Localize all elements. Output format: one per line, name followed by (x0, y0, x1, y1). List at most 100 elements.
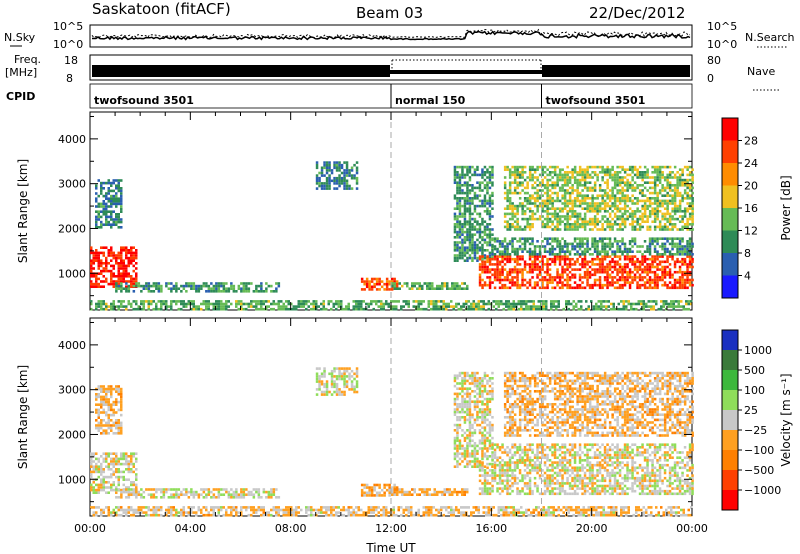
range-time-cell (142, 307, 145, 311)
range-time-cell (538, 245, 542, 248)
range-time-cell (513, 281, 517, 284)
range-time-cell (417, 307, 420, 311)
range-time-cell (606, 220, 609, 223)
range-time-cell (528, 253, 532, 256)
range-time-cell (491, 245, 494, 248)
range-time-cell (120, 400, 123, 404)
range-time-cell (456, 246, 459, 249)
range-time-cell (473, 225, 477, 229)
range-time-cell (105, 429, 108, 432)
range-time-cell (638, 173, 642, 177)
range-time-cell (491, 165, 494, 169)
range-time-cell (471, 217, 474, 221)
range-time-cell (676, 247, 679, 251)
range-time-cell (648, 265, 652, 269)
range-time-cell (551, 171, 554, 174)
range-time-cell (350, 375, 354, 378)
range-time-cell (488, 268, 492, 271)
range-time-cell (536, 257, 539, 261)
range-time-cell (318, 176, 321, 180)
range-time-cell (533, 263, 537, 266)
range-time-cell (117, 390, 120, 393)
range-time-cell (553, 173, 557, 177)
range-time-cell (541, 255, 544, 258)
range-time-cell (586, 204, 589, 208)
range-time-cell (345, 179, 349, 183)
range-time-cell (523, 268, 527, 271)
range-time-cell (532, 307, 535, 311)
range-time-cell (481, 243, 484, 247)
range-time-cell (115, 426, 118, 430)
range-time-cell (520, 305, 523, 308)
range-time-cell (461, 225, 464, 229)
range-time-cell (105, 213, 108, 216)
range-time-cell (120, 300, 123, 303)
range-time-cell (370, 277, 374, 281)
range-time-cell (633, 189, 637, 192)
range-time-cell (545, 300, 548, 303)
range-time-cell (518, 270, 522, 274)
range-time-cell (568, 242, 572, 246)
range-time-cell (250, 302, 253, 306)
range-time-cell (195, 305, 198, 308)
range-time-cell (110, 424, 113, 427)
range-time-cell (190, 300, 193, 303)
range-time-cell (318, 367, 321, 370)
range-time-cell (110, 419, 113, 422)
range-time-cell (267, 496, 271, 499)
range-time-cell (502, 302, 505, 306)
range-time-cell (676, 253, 679, 256)
range-time-cell (97, 264, 100, 268)
range-time-cell (573, 165, 577, 169)
range-time-cell (120, 455, 123, 458)
range-time-cell (456, 223, 459, 226)
range-time-cell (120, 267, 123, 270)
range-time-cell (593, 257, 597, 261)
range-time-cell (431, 493, 434, 496)
range-time-cell (571, 276, 574, 279)
range-time-cell (643, 220, 647, 223)
range-time-cell (330, 393, 334, 396)
range-time-cell (112, 424, 115, 427)
range-time-cell (571, 228, 574, 231)
range-time-cell (458, 173, 462, 177)
range-time-cell (491, 199, 494, 203)
range-time-cell (541, 278, 544, 282)
range-time-cell (458, 230, 462, 234)
range-time-cell (97, 395, 100, 399)
range-time-cell (373, 285, 376, 289)
range-time-cell (115, 432, 118, 435)
range-time-cell (117, 468, 120, 471)
range-time-cell (255, 488, 258, 491)
range-time-cell (638, 263, 642, 266)
range-time-cell (338, 163, 341, 167)
range-time-cell (453, 246, 457, 249)
range-time-cell (563, 199, 567, 203)
range-time-cell (553, 228, 557, 231)
range-time-cell (466, 490, 469, 494)
range-time-cell (370, 280, 374, 283)
range-time-cell (573, 253, 577, 256)
range-time-cell (686, 228, 689, 231)
range-time-cell (536, 197, 539, 200)
range-time-cell (557, 305, 560, 308)
range-time-cell (125, 496, 128, 499)
range-time-cell (686, 265, 689, 269)
range-time-cell (678, 228, 682, 231)
range-time-cell (653, 276, 657, 279)
range-time-cell (663, 242, 667, 246)
range-time-cell (548, 250, 552, 253)
range-time-cell (97, 285, 100, 288)
range-time-cell (235, 290, 238, 293)
range-time-cell (175, 490, 178, 494)
range-time-cell (95, 408, 98, 412)
range-time-cell (618, 270, 622, 274)
range-time-cell (506, 250, 509, 253)
range-time-cell (493, 253, 497, 256)
range-time-cell (232, 284, 236, 288)
range-time-cell (563, 283, 567, 287)
range-time-cell (671, 199, 674, 203)
range-time-cell (220, 305, 223, 308)
range-time-cell (453, 442, 457, 445)
range-time-cell (120, 406, 123, 409)
